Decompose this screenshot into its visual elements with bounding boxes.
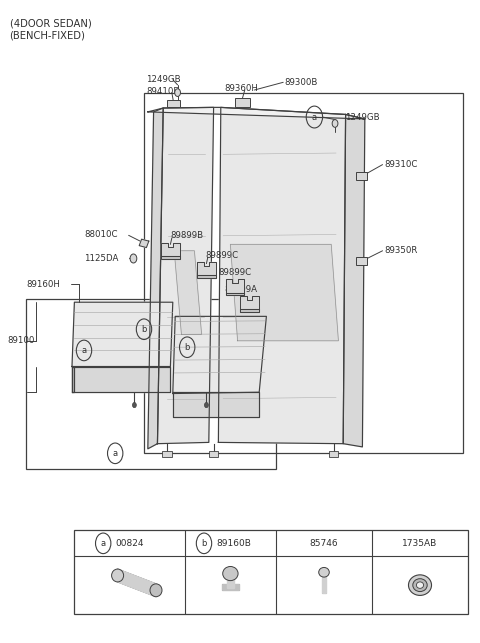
Text: 1125DA: 1125DA (84, 254, 119, 263)
Ellipse shape (223, 566, 238, 581)
Ellipse shape (408, 575, 432, 595)
Bar (26, 299, 276, 469)
Polygon shape (343, 114, 365, 447)
Polygon shape (161, 256, 180, 258)
Polygon shape (72, 367, 74, 392)
Text: 1249GB: 1249GB (345, 113, 379, 122)
Text: 89899C: 89899C (205, 251, 239, 260)
Text: 89100: 89100 (7, 336, 35, 345)
Polygon shape (227, 574, 234, 588)
Polygon shape (240, 296, 259, 309)
Text: 89310C: 89310C (384, 160, 418, 169)
Text: 1735AB: 1735AB (402, 539, 438, 548)
Text: 89300B: 89300B (285, 78, 318, 87)
Polygon shape (222, 584, 239, 590)
Polygon shape (139, 239, 149, 248)
Text: 89160H: 89160H (26, 280, 60, 289)
Text: 89360H: 89360H (225, 84, 259, 93)
Text: b: b (184, 343, 190, 352)
Circle shape (130, 254, 137, 263)
Text: (BENCH-FIXED): (BENCH-FIXED) (10, 30, 85, 41)
Bar (235, 98, 250, 107)
Text: 88010C: 88010C (84, 230, 118, 239)
Ellipse shape (319, 567, 329, 577)
Bar (144, 93, 463, 453)
Polygon shape (226, 293, 244, 295)
Ellipse shape (111, 569, 124, 582)
Ellipse shape (413, 579, 427, 592)
Text: b: b (141, 325, 147, 334)
Polygon shape (72, 367, 170, 392)
Text: 89899A: 89899A (225, 285, 258, 294)
Polygon shape (173, 316, 266, 394)
Polygon shape (72, 302, 173, 367)
Polygon shape (118, 569, 156, 597)
Text: a: a (113, 449, 118, 458)
Polygon shape (197, 262, 216, 275)
Text: 89350R: 89350R (384, 246, 418, 255)
Circle shape (332, 120, 338, 127)
Polygon shape (161, 243, 180, 256)
Bar (162, 451, 172, 457)
Polygon shape (218, 107, 346, 444)
Polygon shape (173, 392, 259, 417)
Ellipse shape (416, 582, 424, 588)
Circle shape (132, 403, 136, 408)
Polygon shape (322, 577, 326, 593)
Text: 89160B: 89160B (216, 539, 251, 548)
Circle shape (175, 89, 180, 96)
Polygon shape (148, 107, 365, 119)
Polygon shape (148, 108, 163, 449)
Circle shape (204, 403, 208, 408)
Text: 89899C: 89899C (218, 268, 252, 277)
Bar (356, 172, 367, 180)
Bar (356, 257, 367, 265)
Text: b: b (201, 539, 207, 548)
Text: 85746: 85746 (310, 539, 338, 548)
Polygon shape (226, 279, 244, 293)
Polygon shape (174, 251, 202, 334)
Text: 89410E: 89410E (146, 87, 179, 96)
Polygon shape (157, 107, 214, 444)
Bar (74, 530, 468, 614)
Text: 89899B: 89899B (170, 231, 204, 240)
Text: 1249GB: 1249GB (146, 75, 181, 84)
Bar (329, 451, 338, 457)
Text: a: a (312, 113, 317, 122)
Polygon shape (197, 275, 216, 278)
Text: a: a (101, 539, 106, 548)
Ellipse shape (150, 584, 162, 597)
Polygon shape (230, 244, 338, 341)
Polygon shape (240, 309, 259, 312)
Text: (4DOOR SEDAN): (4DOOR SEDAN) (10, 18, 91, 28)
Text: a: a (82, 346, 86, 355)
Bar (167, 100, 180, 107)
Text: 00824: 00824 (115, 539, 144, 548)
Bar (209, 451, 218, 457)
